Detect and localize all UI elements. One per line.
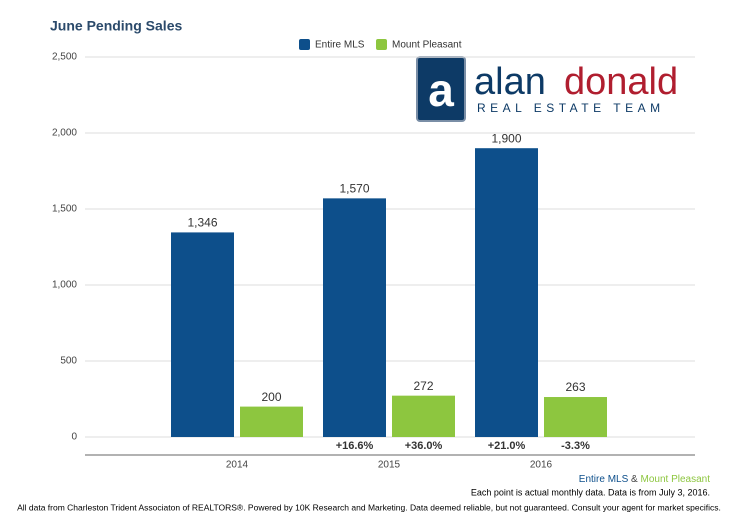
y-tick-label: 0 [71,432,77,443]
chart-title: June Pending Sales [50,18,182,34]
x-tick-label: 2016 [530,460,553,471]
x-tick-label: 2014 [226,460,249,471]
value-label: 1,570 [339,182,369,196]
grid [85,56,695,438]
bar [323,198,386,437]
logo-tagline: REAL ESTATE TEAM [477,101,665,115]
y-tick-label: 1,500 [52,204,77,215]
y-tick-label: 2,500 [52,52,77,63]
legend-label: Mount Pleasant [392,40,462,51]
source-series-a: Entire MLS [579,474,629,485]
value-label: 1,346 [187,216,217,230]
value-label: 1,900 [491,131,521,145]
logo: a alan donald REAL ESTATE TEAM [416,56,678,122]
bar [171,232,234,437]
source-series: Entire MLS & Mount Pleasant [579,474,710,485]
value-label: 200 [261,390,281,404]
value-label: 272 [413,379,433,393]
source-series-b: Mount Pleasant [641,474,711,485]
note: Each point is actual monthly data. Data … [471,487,710,497]
change-label: +36.0% [405,440,443,452]
source-joiner: & [631,474,638,485]
change-label: -3.3% [561,440,590,452]
y-tick-label: 500 [60,356,77,367]
legend-swatch [376,39,387,50]
disclaimer: All data from Charleston Trident Associa… [17,502,721,512]
y-tick-label: 1,000 [52,280,77,291]
value-label: 263 [565,380,585,394]
bar [392,395,455,437]
x-tick-label: 2015 [378,460,401,471]
legend-label: Entire MLS [315,40,365,51]
logo-first: alan [474,61,546,103]
logo-mark: a [428,64,454,116]
y-tick-label: 2,000 [52,128,77,139]
bar [240,406,303,437]
bar [475,148,538,437]
legend-swatch [299,39,310,50]
change-label: +21.0% [488,440,526,452]
change-label: +16.6% [336,440,374,452]
logo-second: donald [564,61,678,103]
bar [544,397,607,437]
